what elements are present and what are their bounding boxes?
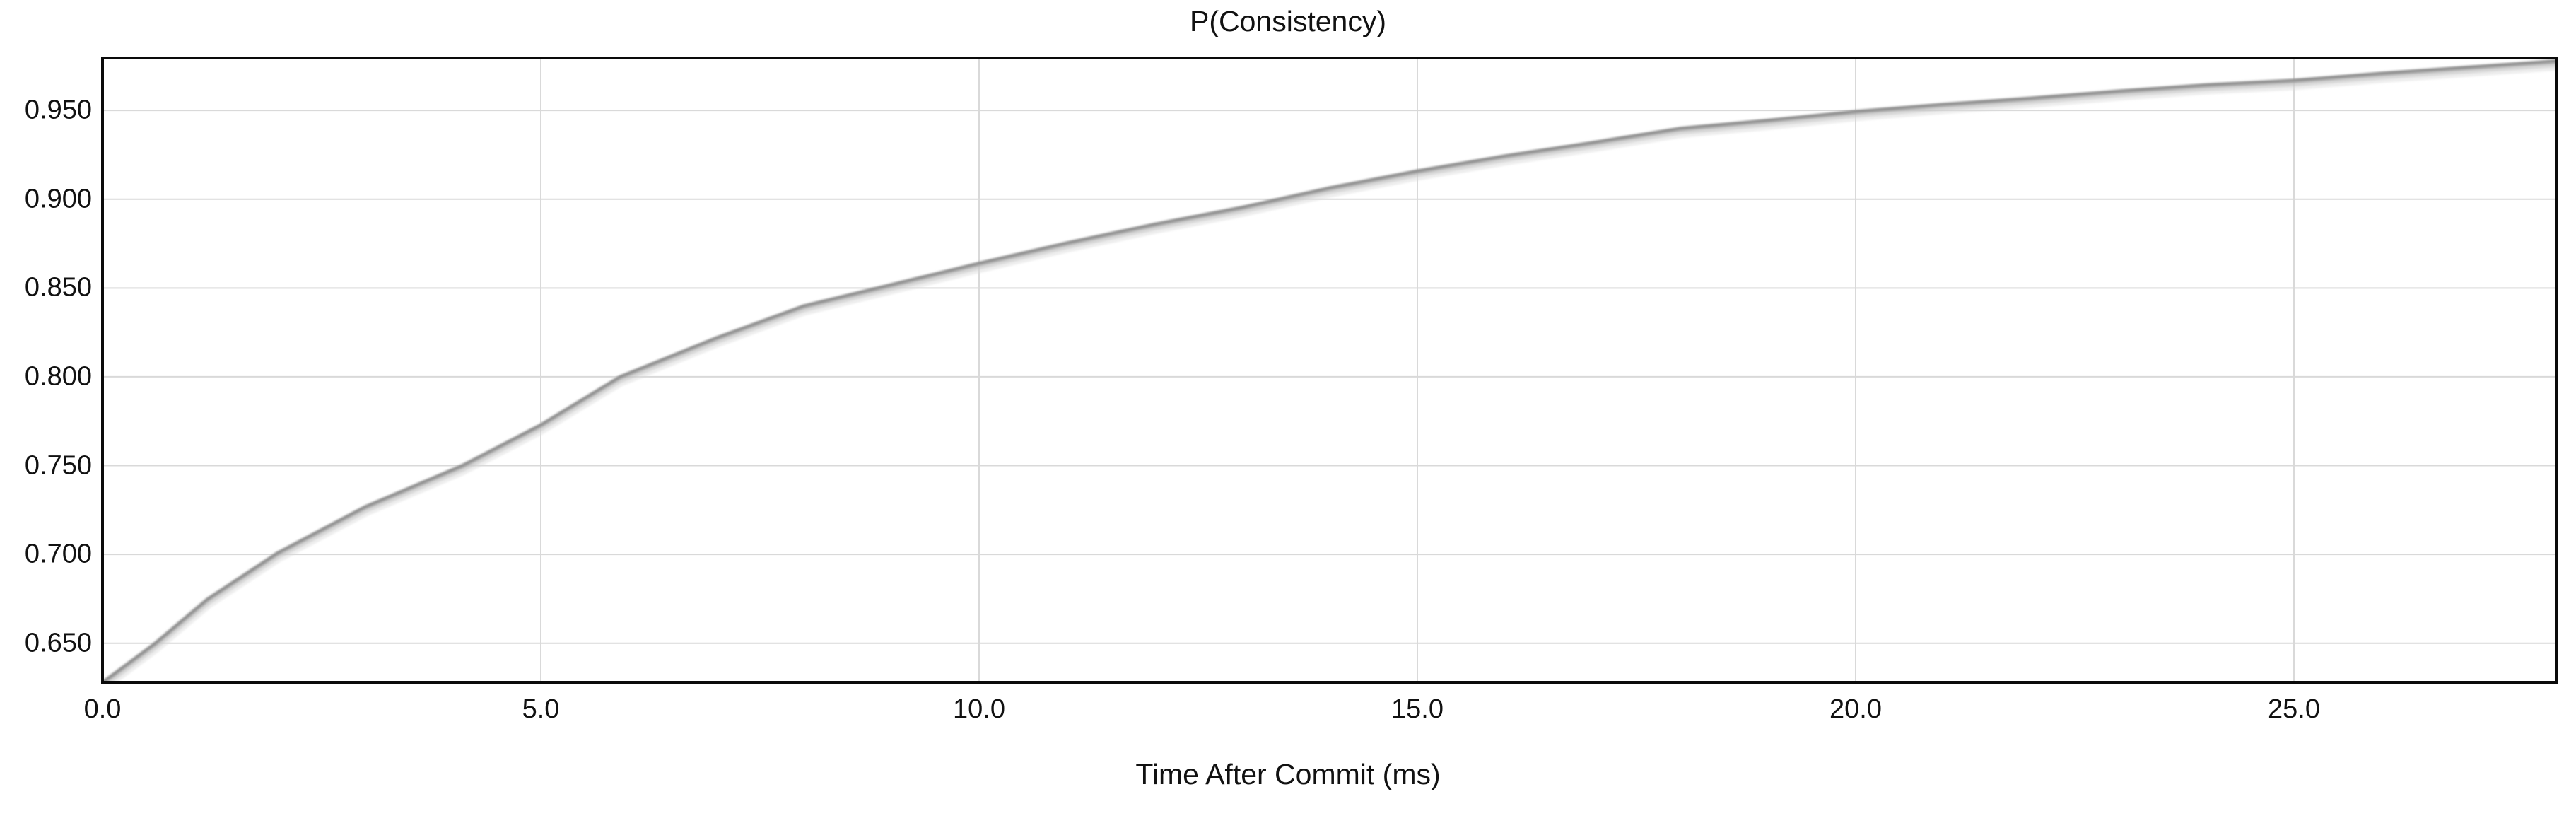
x-tick-label: 20.0 (1829, 694, 1882, 724)
y-tick-label: 0.800 (24, 361, 92, 392)
y-tick-label: 0.850 (24, 272, 92, 303)
y-tick-label: 0.900 (24, 184, 92, 214)
x-axis-title: Time After Commit (ms) (1135, 758, 1441, 790)
series-stroke (103, 59, 2557, 682)
x-tick-label: 5.0 (522, 694, 560, 724)
gridlines (103, 58, 2557, 682)
y-tick-label: 0.650 (24, 628, 92, 658)
x-tick-label: 25.0 (2268, 694, 2320, 724)
x-tick-label: 10.0 (953, 694, 1005, 724)
chart-title: P(Consistency) (1190, 5, 1386, 37)
y-tick-label: 0.950 (24, 95, 92, 125)
y-tick-label: 0.750 (24, 450, 92, 481)
series-p-consistency-line (103, 59, 2557, 682)
series-stroke (103, 59, 2557, 682)
series-stroke (103, 59, 2557, 682)
series-stroke (103, 59, 2557, 682)
x-tick-label: 15.0 (1391, 694, 1444, 724)
y-tick-label: 0.700 (24, 539, 92, 569)
plot-border (101, 57, 2558, 684)
x-tick-label: 0.0 (83, 694, 122, 724)
